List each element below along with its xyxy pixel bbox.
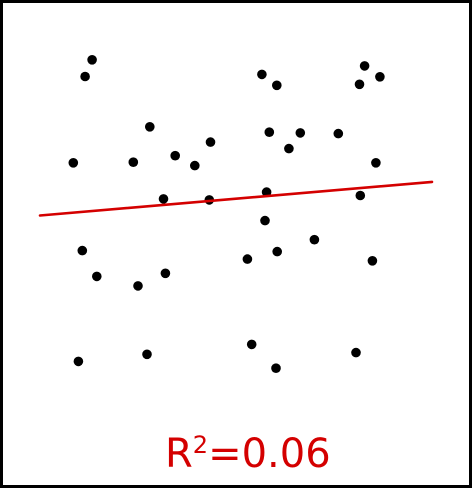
data-point-13 — [133, 281, 143, 291]
data-point-4 — [68, 158, 79, 168]
data-point-20 — [295, 128, 306, 138]
data-point-7 — [190, 160, 200, 171]
data-point-27 — [371, 158, 381, 168]
data-point-1 — [87, 55, 97, 65]
data-point-16 — [142, 349, 152, 360]
data-point-6 — [170, 150, 180, 161]
data-point-33 — [367, 255, 378, 266]
data-point-15 — [73, 356, 84, 367]
data-point-32 — [242, 254, 253, 264]
data-point-17 — [257, 69, 267, 80]
points-layer — [68, 55, 385, 374]
data-point-36 — [351, 347, 361, 358]
data-point-35 — [271, 363, 281, 374]
data-point-12 — [92, 271, 102, 282]
data-point-2 — [80, 71, 90, 82]
data-point-30 — [309, 234, 320, 245]
data-point-23 — [333, 128, 344, 139]
r-squared-exponent: 2 — [193, 431, 208, 459]
data-point-14 — [160, 268, 171, 279]
regression-line — [38, 180, 434, 217]
data-point-21 — [284, 143, 294, 154]
data-point-8 — [205, 137, 216, 147]
data-point-26 — [375, 72, 385, 82]
data-point-28 — [355, 190, 366, 201]
r-squared-value: =0.06 — [208, 431, 331, 477]
data-point-5 — [128, 157, 139, 167]
data-point-31 — [272, 246, 283, 257]
data-point-19 — [264, 127, 275, 137]
r-squared-label: R2=0.06 — [165, 431, 331, 477]
data-point-29 — [260, 215, 270, 226]
data-point-24 — [359, 61, 370, 71]
data-point-34 — [246, 339, 257, 350]
data-point-3 — [145, 122, 155, 132]
data-point-22 — [261, 187, 272, 197]
data-point-11 — [77, 245, 88, 256]
data-point-9 — [158, 194, 169, 204]
r-squared-base: R — [165, 431, 193, 477]
data-point-18 — [272, 80, 282, 91]
data-point-25 — [354, 79, 365, 90]
